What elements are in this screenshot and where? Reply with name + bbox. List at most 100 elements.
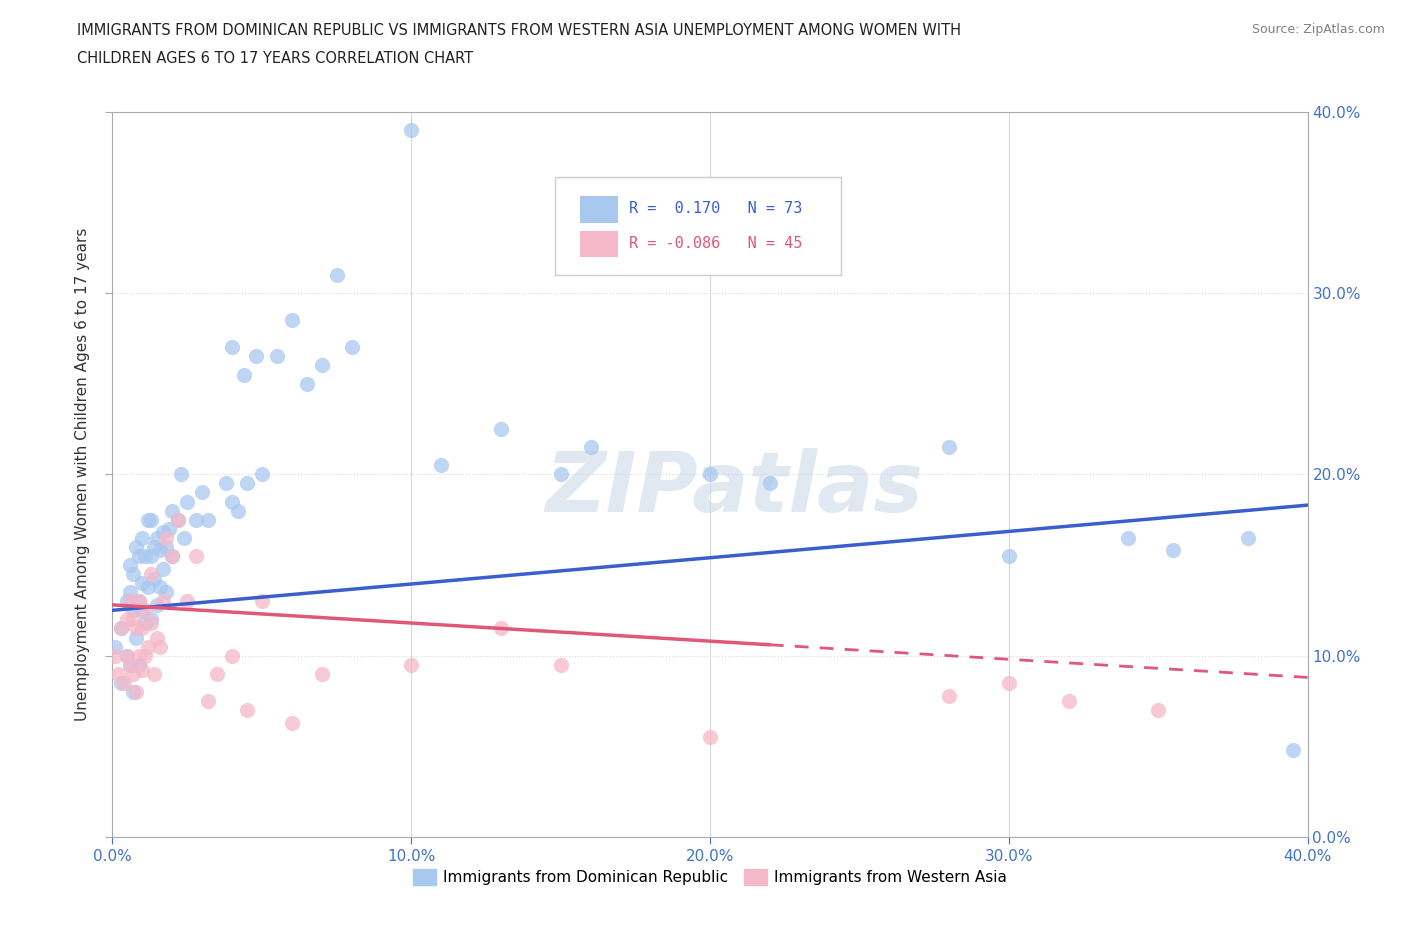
Point <box>215 476 238 491</box>
Point <box>186 549 208 564</box>
Point <box>110 621 132 636</box>
Point <box>401 123 423 138</box>
Point <box>205 667 228 682</box>
Point <box>134 648 156 663</box>
Point <box>173 530 195 545</box>
Point <box>162 549 183 564</box>
Point <box>146 530 169 545</box>
Point <box>759 476 782 491</box>
Point <box>281 312 304 327</box>
Text: CHILDREN AGES 6 TO 17 YEARS CORRELATION CHART: CHILDREN AGES 6 TO 17 YEARS CORRELATION … <box>77 51 474 66</box>
Point <box>120 658 142 672</box>
Point <box>226 503 249 518</box>
Point <box>120 585 142 600</box>
Point <box>197 512 219 527</box>
Point <box>340 340 363 355</box>
Point <box>143 667 166 682</box>
Point <box>938 688 960 703</box>
Point <box>131 663 153 678</box>
Point <box>157 521 180 536</box>
Text: ZIPatlas: ZIPatlas <box>546 448 922 529</box>
Point <box>1057 694 1080 709</box>
Text: R =  0.170   N = 73: R = 0.170 N = 73 <box>628 201 803 216</box>
Y-axis label: Unemployment Among Women with Children Ages 6 to 17 years: Unemployment Among Women with Children A… <box>75 228 90 721</box>
Point <box>114 675 135 690</box>
Point <box>125 684 148 699</box>
Point <box>579 440 602 455</box>
Point <box>117 648 139 663</box>
Point <box>138 579 160 594</box>
Point <box>131 603 153 618</box>
Point <box>122 566 145 581</box>
Point <box>1281 742 1303 757</box>
Point <box>295 377 318 392</box>
Point <box>167 512 190 527</box>
Point <box>141 612 163 627</box>
Point <box>128 549 150 564</box>
Point <box>117 612 139 627</box>
Point <box>1147 703 1170 718</box>
Point <box>134 603 156 618</box>
Point <box>176 494 198 509</box>
Point <box>125 621 148 636</box>
Point <box>233 367 256 382</box>
Text: Source: ZipAtlas.com: Source: ZipAtlas.com <box>1251 23 1385 36</box>
Point <box>155 585 177 600</box>
Point <box>131 576 153 591</box>
Point <box>110 675 132 690</box>
Point <box>128 658 150 672</box>
Point <box>489 621 512 636</box>
Point <box>152 561 174 576</box>
Point <box>122 684 145 699</box>
Point <box>221 340 243 355</box>
Point <box>104 648 127 663</box>
Point <box>143 539 166 554</box>
Point <box>128 594 150 609</box>
Point <box>143 572 166 587</box>
Point <box>141 616 163 631</box>
Point <box>266 349 288 364</box>
Point <box>281 715 304 730</box>
Point <box>120 658 142 672</box>
Point <box>134 549 156 564</box>
Point <box>149 543 172 558</box>
Point <box>120 558 142 573</box>
Point <box>236 703 259 718</box>
FancyBboxPatch shape <box>579 231 619 258</box>
Point <box>122 667 145 682</box>
Point <box>430 458 453 472</box>
Point <box>155 539 177 554</box>
Point <box>938 440 960 455</box>
FancyBboxPatch shape <box>554 177 842 275</box>
Point <box>245 349 267 364</box>
Point <box>1161 543 1184 558</box>
Point <box>699 467 721 482</box>
Point <box>162 503 183 518</box>
Point <box>998 549 1021 564</box>
Text: IMMIGRANTS FROM DOMINICAN REPUBLIC VS IMMIGRANTS FROM WESTERN ASIA UNEMPLOYMENT : IMMIGRANTS FROM DOMINICAN REPUBLIC VS IM… <box>77 23 962 38</box>
Point <box>117 594 139 609</box>
Point <box>138 512 160 527</box>
Point <box>131 530 153 545</box>
Point <box>167 512 190 527</box>
Point <box>134 616 156 631</box>
Point <box>110 621 132 636</box>
Point <box>236 476 259 491</box>
FancyBboxPatch shape <box>579 196 619 223</box>
Point <box>186 512 208 527</box>
Point <box>141 566 163 581</box>
Point <box>191 485 214 500</box>
Point <box>176 594 198 609</box>
Point <box>325 268 347 283</box>
Point <box>1237 530 1260 545</box>
Point <box>146 631 169 645</box>
Point <box>141 549 163 564</box>
Point <box>489 421 512 436</box>
Point <box>149 639 172 654</box>
Point <box>550 658 572 672</box>
Point <box>117 648 139 663</box>
Point <box>1118 530 1140 545</box>
Point <box>122 612 145 627</box>
Text: R = -0.086   N = 45: R = -0.086 N = 45 <box>628 236 803 251</box>
Point <box>152 594 174 609</box>
